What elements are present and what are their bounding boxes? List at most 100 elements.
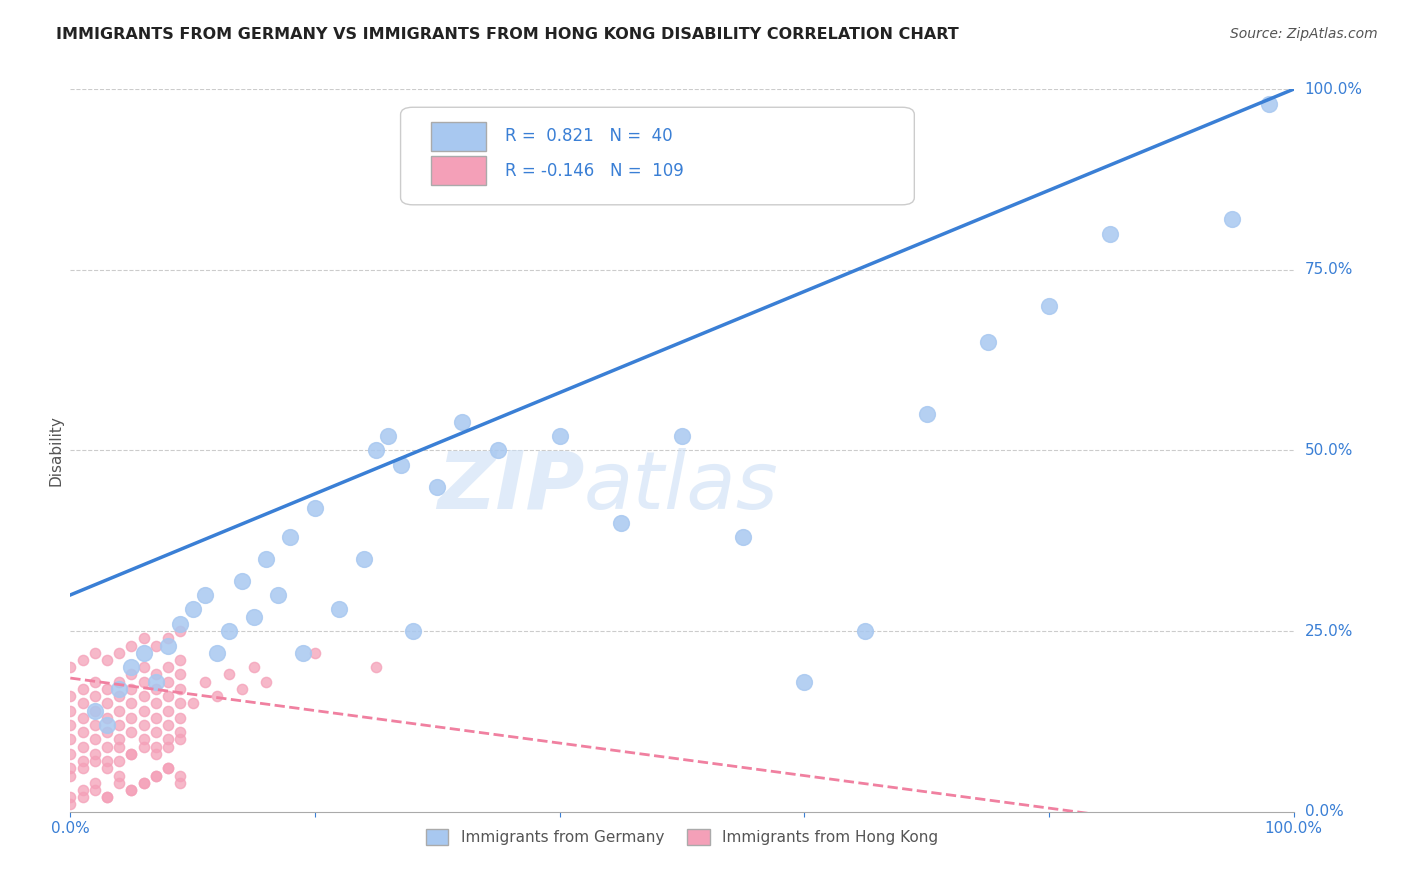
Point	[157, 761, 180, 775]
Point	[59, 689, 82, 703]
Point	[304, 646, 326, 660]
Point	[83, 646, 105, 660]
Point	[59, 790, 82, 805]
Bar	[432, 156, 486, 186]
Point	[108, 739, 131, 754]
Point	[108, 646, 131, 660]
Point	[108, 776, 131, 790]
Point	[328, 602, 350, 616]
Point	[915, 407, 938, 421]
Point	[377, 429, 399, 443]
Point	[855, 624, 877, 639]
Point	[254, 551, 277, 566]
Point	[72, 653, 94, 667]
Point	[426, 480, 449, 494]
Point	[145, 739, 167, 754]
Text: ZIP: ZIP	[437, 448, 583, 525]
Point	[169, 711, 191, 725]
Point	[121, 639, 143, 653]
Point	[83, 689, 105, 703]
Point	[108, 732, 131, 747]
Legend: Immigrants from Germany, Immigrants from Hong Kong: Immigrants from Germany, Immigrants from…	[419, 822, 945, 851]
Point	[280, 530, 302, 544]
Text: 25.0%: 25.0%	[1305, 624, 1353, 639]
Point	[169, 732, 191, 747]
Point	[108, 689, 131, 703]
Point	[169, 769, 191, 783]
Point	[83, 704, 105, 718]
Point	[1258, 96, 1281, 111]
Point	[205, 646, 228, 660]
Point	[243, 609, 266, 624]
Point	[145, 681, 167, 696]
Point	[132, 674, 155, 689]
Point	[1220, 212, 1243, 227]
Point	[976, 334, 998, 349]
Point	[59, 797, 82, 812]
Point	[121, 711, 143, 725]
Point	[304, 501, 326, 516]
Point	[793, 674, 815, 689]
Text: IMMIGRANTS FROM GERMANY VS IMMIGRANTS FROM HONG KONG DISABILITY CORRELATION CHAR: IMMIGRANTS FROM GERMANY VS IMMIGRANTS FR…	[56, 27, 959, 42]
Point	[145, 769, 167, 783]
Point	[121, 660, 143, 674]
Point	[145, 711, 167, 725]
Point	[194, 588, 217, 602]
Point	[181, 602, 204, 616]
Point	[157, 718, 180, 732]
Point	[389, 458, 412, 472]
Point	[72, 754, 94, 768]
Point	[121, 747, 143, 761]
Point	[96, 718, 118, 732]
Point	[132, 776, 155, 790]
Point	[83, 732, 105, 747]
Point	[59, 747, 82, 761]
Point	[145, 667, 167, 681]
Point	[1038, 299, 1060, 313]
Point	[181, 696, 204, 710]
Point	[231, 681, 253, 696]
Point	[96, 711, 118, 725]
Point	[488, 443, 510, 458]
Point	[169, 624, 191, 639]
Text: atlas: atlas	[583, 448, 779, 525]
Point	[96, 790, 118, 805]
Point	[72, 783, 94, 797]
Point	[157, 739, 180, 754]
Text: 50.0%: 50.0%	[1305, 443, 1353, 458]
Point	[353, 551, 375, 566]
Point	[145, 769, 167, 783]
Point	[291, 646, 314, 660]
Point	[169, 725, 191, 739]
Text: 75.0%: 75.0%	[1305, 262, 1353, 277]
Point	[132, 739, 155, 754]
Point	[145, 696, 167, 710]
Point	[96, 761, 118, 775]
Point	[157, 674, 180, 689]
Point	[121, 783, 143, 797]
Point	[96, 739, 118, 754]
Point	[145, 674, 167, 689]
Point	[157, 632, 180, 646]
Point	[132, 689, 155, 703]
Point	[121, 667, 143, 681]
Point	[132, 660, 155, 674]
Point	[121, 696, 143, 710]
Point	[132, 718, 155, 732]
Point	[96, 790, 118, 805]
Point	[132, 632, 155, 646]
Point	[108, 754, 131, 768]
Point	[108, 681, 131, 696]
Point	[157, 704, 180, 718]
Point	[59, 704, 82, 718]
Point	[254, 674, 277, 689]
Point	[83, 754, 105, 768]
Point	[169, 681, 191, 696]
Point	[402, 624, 425, 639]
Point	[121, 681, 143, 696]
Point	[450, 415, 472, 429]
Point	[83, 783, 105, 797]
Bar	[432, 121, 486, 151]
Point	[1099, 227, 1122, 241]
Point	[83, 704, 105, 718]
